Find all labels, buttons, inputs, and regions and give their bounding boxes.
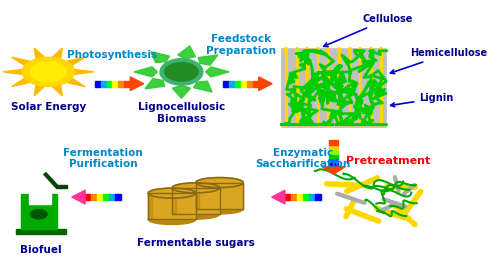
Bar xyxy=(314,194,320,200)
Bar xyxy=(330,162,338,167)
Circle shape xyxy=(22,57,74,86)
Bar xyxy=(247,81,253,87)
Text: Feedstock
Preparation: Feedstock Preparation xyxy=(206,34,276,56)
Bar xyxy=(124,81,130,87)
Bar xyxy=(112,81,118,87)
Polygon shape xyxy=(66,78,85,87)
Ellipse shape xyxy=(30,210,47,219)
Bar xyxy=(91,194,97,200)
Text: Solar Energy: Solar Energy xyxy=(10,102,86,112)
Bar xyxy=(148,193,152,219)
Bar xyxy=(118,81,124,87)
Bar xyxy=(241,81,247,87)
Bar xyxy=(303,194,308,200)
Ellipse shape xyxy=(172,183,220,193)
Bar xyxy=(308,194,314,200)
Bar xyxy=(29,191,50,204)
Bar xyxy=(330,149,338,154)
Polygon shape xyxy=(145,78,165,89)
Bar xyxy=(103,194,109,200)
Polygon shape xyxy=(52,48,62,59)
Bar xyxy=(106,81,112,87)
Bar xyxy=(115,194,121,200)
Bar xyxy=(196,183,244,209)
Circle shape xyxy=(30,62,66,82)
Text: Fermentation
Purification: Fermentation Purification xyxy=(63,148,143,169)
Polygon shape xyxy=(74,69,94,74)
Polygon shape xyxy=(130,77,143,91)
Bar xyxy=(282,48,386,127)
Ellipse shape xyxy=(148,214,196,224)
Bar xyxy=(16,229,66,234)
Bar xyxy=(94,81,100,87)
Polygon shape xyxy=(272,190,285,204)
Bar xyxy=(172,188,176,214)
Bar xyxy=(21,194,57,229)
Polygon shape xyxy=(206,67,229,77)
Ellipse shape xyxy=(196,204,244,214)
Bar xyxy=(291,194,297,200)
Text: Biofuel: Biofuel xyxy=(20,245,62,255)
Bar xyxy=(223,81,229,87)
Polygon shape xyxy=(172,85,190,98)
Bar xyxy=(97,194,103,200)
Bar xyxy=(253,81,259,87)
Text: Fermentable sugars: Fermentable sugars xyxy=(137,238,254,248)
Polygon shape xyxy=(151,52,170,63)
Polygon shape xyxy=(259,77,272,91)
Bar xyxy=(235,81,241,87)
Bar xyxy=(57,185,68,188)
Bar xyxy=(330,158,338,162)
Bar xyxy=(196,183,244,209)
Polygon shape xyxy=(134,67,158,77)
Bar xyxy=(330,145,338,149)
Ellipse shape xyxy=(160,59,203,85)
Polygon shape xyxy=(194,81,212,92)
Polygon shape xyxy=(72,190,85,204)
Polygon shape xyxy=(322,167,345,174)
Polygon shape xyxy=(178,46,196,59)
Text: Cellulose: Cellulose xyxy=(324,14,412,47)
Polygon shape xyxy=(34,48,44,59)
Bar xyxy=(148,193,196,219)
Bar xyxy=(172,188,220,214)
Text: Lignocellulosic
Biomass: Lignocellulosic Biomass xyxy=(138,102,225,124)
Bar xyxy=(285,194,291,200)
Polygon shape xyxy=(52,85,62,96)
Bar xyxy=(109,194,115,200)
Circle shape xyxy=(165,63,198,81)
Ellipse shape xyxy=(148,188,196,198)
Ellipse shape xyxy=(196,178,244,188)
Bar xyxy=(297,194,303,200)
Polygon shape xyxy=(66,57,85,65)
Text: Pretreatment: Pretreatment xyxy=(346,156,430,166)
Bar xyxy=(148,193,196,219)
Text: Lignin: Lignin xyxy=(390,93,454,107)
Bar xyxy=(100,81,106,87)
Bar xyxy=(172,188,220,214)
Polygon shape xyxy=(198,55,218,65)
Bar xyxy=(330,154,338,158)
Text: Hemicellulose: Hemicellulose xyxy=(390,48,487,74)
Bar xyxy=(85,194,91,200)
Text: Enzymatic
Saccharification: Enzymatic Saccharification xyxy=(255,148,350,169)
Bar xyxy=(229,81,235,87)
Polygon shape xyxy=(3,69,22,74)
Text: Photosynthesis: Photosynthesis xyxy=(68,50,158,60)
Ellipse shape xyxy=(172,209,220,219)
Polygon shape xyxy=(12,57,30,65)
Polygon shape xyxy=(12,78,30,87)
Bar xyxy=(196,183,200,209)
Polygon shape xyxy=(34,85,44,96)
Bar xyxy=(330,140,338,145)
